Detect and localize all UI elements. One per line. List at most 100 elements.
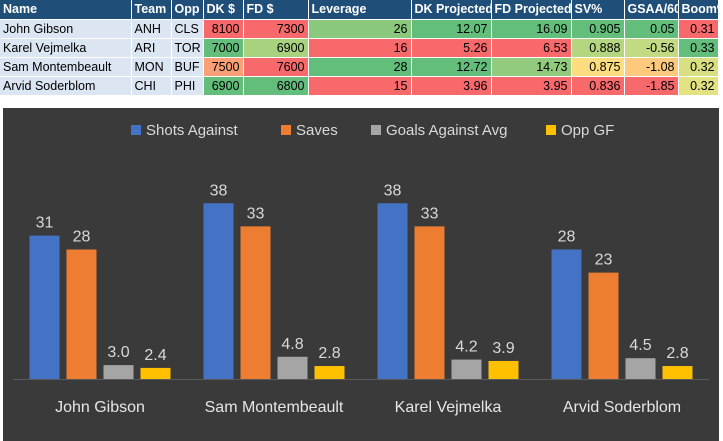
table-cell: 0.31 <box>678 19 719 39</box>
player-name-cell: John Gibson <box>0 19 132 39</box>
bar-value-label: 33 <box>421 205 439 222</box>
table-cell: 0.32 <box>678 57 719 77</box>
column-header: Boom% <box>678 0 719 20</box>
column-header: DK Projected <box>411 0 492 20</box>
column-header: Opp <box>171 0 204 20</box>
table-cell: 7600 <box>243 57 309 77</box>
table-cell: 7500 <box>203 57 244 77</box>
table-row: John Gibson ANH CLS 8100 7300 26 12.07 16.09 0.9… <box>0 19 719 39</box>
bar-value-label: 3.0 <box>107 344 129 361</box>
table-cell: -1.08 <box>624 57 679 77</box>
bar-value-label: 4.8 <box>281 336 303 353</box>
table-cell: 28 <box>308 57 412 77</box>
player-name-cell: Karel Vejmelka <box>0 38 132 58</box>
bar-value-label: 23 <box>595 252 613 269</box>
table-cell: 0.33 <box>678 38 719 58</box>
legend-label: Saves <box>296 122 338 139</box>
table-cell: BUF <box>171 57 204 77</box>
category-label: Sam Montembeault <box>205 399 344 416</box>
table-row: Sam Montembeault MON BUF 7500 7600 28 12.72 14.… <box>0 57 719 77</box>
column-header: GSAA/60 <box>624 0 679 20</box>
table-cell: 26 <box>308 19 412 39</box>
legend-swatch <box>371 125 381 135</box>
column-header: FD Projected <box>491 0 572 20</box>
table-cell: 12.72 <box>411 57 492 77</box>
table-row: Karel Vejmelka ARI TOR 7000 6900 16 5.26 6.53 0.… <box>0 38 719 58</box>
chart-svg: Shots Against Saves Goals Against Avg Opp G… <box>13 122 709 416</box>
column-header: Name <box>0 0 132 20</box>
player-name-cell: Sam Montembeault <box>0 57 132 77</box>
table-cell: CLS <box>171 19 204 39</box>
bar <box>103 365 134 379</box>
bar <box>203 203 234 379</box>
table-cell: 15 <box>308 76 412 96</box>
legend-swatch <box>281 125 291 135</box>
player-name-cell: Arvid Soderblom <box>0 76 132 96</box>
goalie-bar-chart: Shots Against Saves Goals Against Avg Opp G… <box>3 108 719 441</box>
table-cell: 8100 <box>203 19 244 39</box>
legend-label: Opp GF <box>561 122 614 139</box>
table-cell: 0.32 <box>678 76 719 96</box>
bar <box>377 203 408 379</box>
bar-value-label: 38 <box>384 182 402 199</box>
table-cell: 3.95 <box>491 76 572 96</box>
legend-swatch <box>131 125 141 135</box>
table-cell: 6900 <box>203 76 244 96</box>
bar-value-label: 31 <box>36 215 54 232</box>
bar-value-label: 2.4 <box>144 347 166 364</box>
bar <box>488 360 519 379</box>
category-label: Karel Vejmelka <box>395 399 502 416</box>
bar-value-label: 4.2 <box>455 339 477 356</box>
table-cell: 7300 <box>243 19 309 39</box>
table-cell: 0.905 <box>571 19 625 39</box>
table-cell: 16 <box>308 38 412 58</box>
table-body: John Gibson ANH CLS 8100 7300 26 12.07 16.09 0.9… <box>0 19 719 96</box>
bar-value-label: 3.9 <box>492 340 514 357</box>
table-cell: ARI <box>131 38 172 58</box>
bar-value-label: 28 <box>73 229 91 246</box>
bar <box>66 249 97 379</box>
table-row: Arvid Soderblom CHI PHI 6900 6800 15 3.96 3.95 0… <box>0 76 719 96</box>
category-label: John Gibson <box>55 399 145 416</box>
table-header-row: Name Team Opp DK $ FD $ Leverage DK Projected F… <box>0 0 719 20</box>
column-header: Team <box>131 0 172 20</box>
bar <box>240 226 271 379</box>
bar <box>551 249 582 379</box>
goalie-stats-table: Name Team Opp DK $ FD $ Leverage DK Projected F… <box>0 0 719 96</box>
bar <box>588 272 619 379</box>
bar <box>414 226 445 379</box>
table-cell: 5.26 <box>411 38 492 58</box>
bar-value-label: 38 <box>210 182 228 199</box>
table-cell: 0.875 <box>571 57 625 77</box>
bar <box>277 356 308 379</box>
table-cell: -0.56 <box>624 38 679 58</box>
bar <box>29 235 60 379</box>
legend-label: Shots Against <box>146 122 239 139</box>
category-label: Arvid Soderblom <box>563 399 681 416</box>
column-header: Leverage <box>308 0 412 20</box>
table-cell: PHI <box>171 76 204 96</box>
bar-value-label: 4.5 <box>629 337 651 354</box>
bar <box>662 366 693 379</box>
column-header: FD $ <box>243 0 309 20</box>
table-cell: 12.07 <box>411 19 492 39</box>
legend-label: Goals Against Avg <box>386 122 507 139</box>
table-cell: 7000 <box>203 38 244 58</box>
bar-value-label: 2.8 <box>666 345 688 362</box>
table-cell: 3.96 <box>411 76 492 96</box>
bar-value-label: 33 <box>247 205 265 222</box>
table-cell: -1.85 <box>624 76 679 96</box>
bar-value-label: 28 <box>558 229 576 246</box>
bar <box>625 358 656 379</box>
bar <box>140 367 171 379</box>
table-cell: 6.53 <box>491 38 572 58</box>
table-cell: 0.836 <box>571 76 625 96</box>
legend-swatch <box>546 125 556 135</box>
table-cell: 6800 <box>243 76 309 96</box>
table-cell: 0.888 <box>571 38 625 58</box>
bar <box>451 359 482 379</box>
table-cell: TOR <box>171 38 204 58</box>
table-cell: 16.09 <box>491 19 572 39</box>
bar-value-label: 2.8 <box>318 345 340 362</box>
